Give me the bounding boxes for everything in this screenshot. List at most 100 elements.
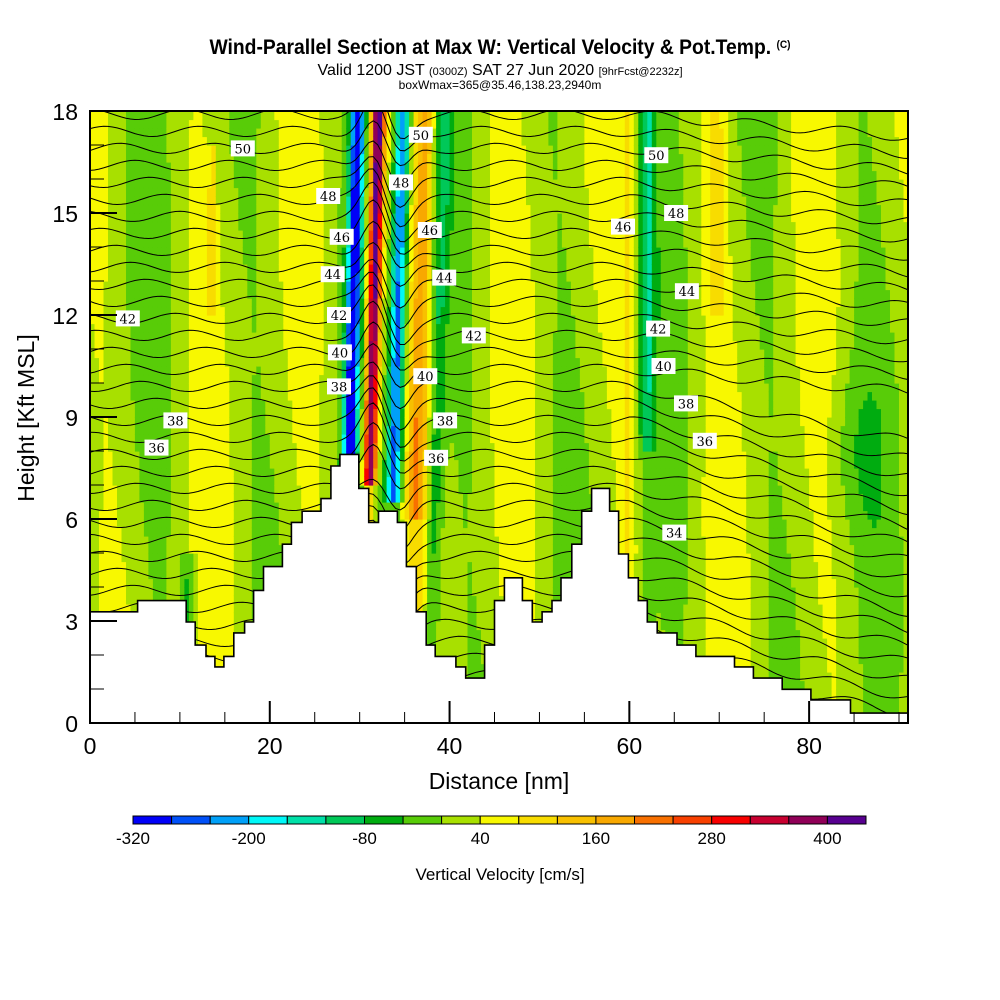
field-cell bbox=[323, 425, 329, 435]
field-cell bbox=[265, 536, 271, 546]
field-cell bbox=[188, 111, 194, 121]
field-cell bbox=[193, 502, 199, 512]
field-cell bbox=[292, 136, 298, 146]
field-cell bbox=[233, 332, 239, 342]
field-cell bbox=[148, 264, 154, 274]
field-cell bbox=[139, 221, 145, 231]
field-cell bbox=[148, 162, 154, 172]
field-cell bbox=[328, 170, 334, 180]
field-cell bbox=[206, 646, 212, 656]
field-cell bbox=[368, 493, 374, 503]
field-cell bbox=[319, 111, 325, 121]
field-cell bbox=[373, 128, 379, 138]
field-cell bbox=[94, 485, 100, 495]
field-cell bbox=[341, 417, 347, 427]
field-cell bbox=[179, 536, 185, 546]
field-cell bbox=[108, 510, 114, 520]
field-cell bbox=[292, 502, 298, 512]
field-cell bbox=[323, 281, 329, 291]
field-cell bbox=[175, 510, 181, 520]
field-cell bbox=[242, 519, 248, 529]
field-cell bbox=[292, 128, 298, 138]
field-cell bbox=[148, 536, 154, 546]
field-cell bbox=[296, 468, 302, 478]
field-cell bbox=[310, 272, 316, 282]
field-cell bbox=[310, 187, 316, 197]
field-cell bbox=[265, 459, 271, 469]
field-cell bbox=[265, 136, 271, 146]
field-cell bbox=[247, 238, 253, 248]
field-cell bbox=[197, 357, 203, 367]
field-cell bbox=[108, 587, 114, 597]
field-cell bbox=[99, 544, 105, 554]
field-cell bbox=[314, 332, 320, 342]
field-cell bbox=[126, 476, 132, 486]
field-cell bbox=[301, 374, 307, 384]
field-cell bbox=[251, 315, 257, 325]
field-cell bbox=[202, 459, 208, 469]
field-cell bbox=[247, 493, 253, 503]
field-cell bbox=[238, 128, 244, 138]
field-cell bbox=[332, 391, 338, 401]
field-cell bbox=[328, 400, 334, 410]
field-cell bbox=[188, 247, 194, 257]
field-cell bbox=[157, 332, 163, 342]
field-cell bbox=[224, 281, 230, 291]
field-cell bbox=[202, 323, 208, 333]
field-cell bbox=[355, 162, 361, 172]
field-cell bbox=[355, 442, 361, 452]
field-cell bbox=[265, 255, 271, 265]
field-cell bbox=[274, 196, 280, 206]
field-cell bbox=[143, 230, 149, 240]
field-cell bbox=[305, 272, 311, 282]
field-cell bbox=[103, 230, 109, 240]
field-cell bbox=[143, 153, 149, 163]
field-cell bbox=[130, 366, 136, 376]
field-cell bbox=[170, 561, 176, 571]
field-cell bbox=[238, 315, 244, 325]
field-cell bbox=[373, 136, 379, 146]
field-cell bbox=[305, 417, 311, 427]
field-cell bbox=[166, 536, 172, 546]
field-cell bbox=[364, 221, 370, 231]
field-cell bbox=[130, 434, 136, 444]
field-cell bbox=[99, 238, 105, 248]
field-cell bbox=[301, 221, 307, 231]
field-cell bbox=[283, 468, 289, 478]
field-cell bbox=[112, 357, 118, 367]
field-cell bbox=[242, 417, 248, 427]
field-cell bbox=[283, 272, 289, 282]
field-cell bbox=[229, 187, 235, 197]
field-cell bbox=[152, 298, 158, 308]
field-cell bbox=[202, 315, 208, 325]
field-cell bbox=[211, 468, 217, 478]
field-cell bbox=[175, 468, 181, 478]
field-cell bbox=[220, 255, 226, 265]
field-cell bbox=[220, 357, 226, 367]
field-cell bbox=[274, 544, 280, 554]
field-cell bbox=[215, 204, 221, 214]
field-cell bbox=[130, 264, 136, 274]
field-cell bbox=[301, 255, 307, 265]
field-cell bbox=[197, 493, 203, 503]
field-cell bbox=[220, 383, 226, 393]
field-cell bbox=[130, 527, 136, 537]
field-cell bbox=[337, 442, 343, 452]
field-cell bbox=[269, 170, 275, 180]
field-cell bbox=[175, 255, 181, 265]
field-cell bbox=[161, 272, 167, 282]
field-cell bbox=[377, 119, 383, 129]
field-cell bbox=[148, 153, 154, 163]
field-cell bbox=[265, 391, 271, 401]
field-cell bbox=[382, 323, 388, 333]
field-cell bbox=[274, 179, 280, 189]
field-cell bbox=[247, 153, 253, 163]
field-cell bbox=[274, 323, 280, 333]
field-cell bbox=[233, 272, 239, 282]
field-cell bbox=[112, 425, 118, 435]
field-cell bbox=[202, 119, 208, 129]
field-cell bbox=[134, 536, 140, 546]
field-cell bbox=[130, 425, 136, 435]
field-cell bbox=[296, 476, 302, 486]
field-cell bbox=[337, 179, 343, 189]
